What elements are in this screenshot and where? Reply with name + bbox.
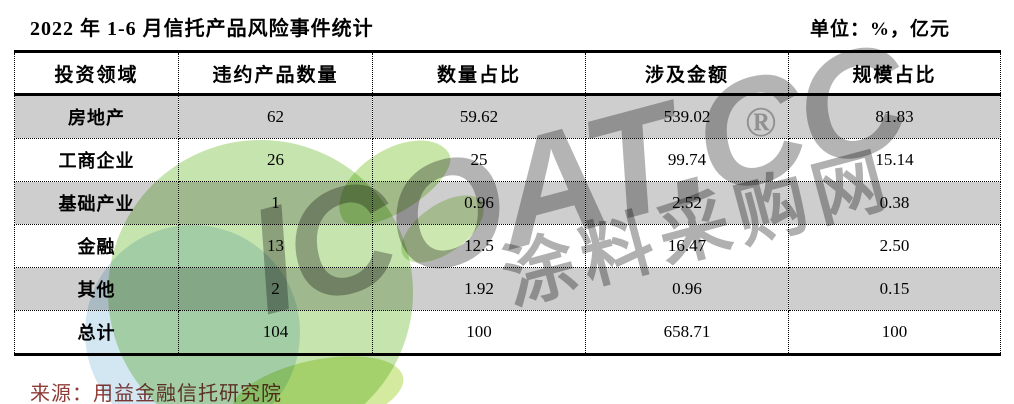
value-cell: 25 [372,138,586,182]
table-row: 基础产业 1 0.96 2.52 0.38 [14,181,1001,225]
table-row: 总计 104 100 658.71 100 [14,310,1001,355]
table-row: 房地产 62 59.62 539.02 81.83 [14,94,1001,139]
header-cell: 涉及金额 [585,51,789,96]
value-cell: 81.83 [788,94,1001,139]
header-cell: 违约产品数量 [178,51,373,96]
value-cell: 0.15 [788,267,1001,311]
value-cell: 2 [178,267,373,311]
source-caption: 来源：用益金融信托研究院 [30,383,282,404]
value-cell: 0.38 [788,181,1001,225]
row-label-cell: 基础产业 [14,181,179,225]
value-cell: 15.14 [788,138,1001,182]
row-label-cell: 金融 [14,224,179,268]
header-row: 投资领域 违约产品数量 数量占比 涉及金额 规模占比 [14,51,1001,96]
header-cell: 规模占比 [788,51,1001,96]
value-cell: 2.52 [585,181,789,225]
row-label-cell: 工商企业 [14,138,179,182]
value-cell: 0.96 [585,267,789,311]
unit-label: 单位：%，亿元 [809,19,950,40]
table-row: 工商企业 26 25 99.74 15.14 [14,138,1001,182]
page-title: 2022 年 1-6 月信托产品风险事件统计 [30,18,374,40]
value-cell: 62 [178,94,373,139]
value-cell: 2.50 [788,224,1001,268]
table-header: 投资领域 违约产品数量 数量占比 涉及金额 规模占比 [14,51,1001,96]
value-cell: 0.96 [372,181,586,225]
table-body: 房地产 62 59.62 539.02 81.83 工商企业 26 25 99.74 15.14 基… [14,94,1001,355]
row-label-cell: 房地产 [14,94,179,139]
value-cell: 539.02 [585,94,789,139]
value-cell: 99.74 [585,138,789,182]
value-cell: 26 [178,138,373,182]
value-cell: 1 [178,181,373,225]
row-label-cell: 其他 [14,267,179,311]
value-cell: 1.92 [372,267,586,311]
risk-stats-table: 投资领域 违约产品数量 数量占比 涉及金额 规模占比 房地产 62 59.62 539.02 8… [14,50,1001,356]
row-label-cell: 总计 [14,310,179,355]
value-cell: 12.5 [372,224,586,268]
table-row: 其他 2 1.92 0.96 0.15 [14,267,1001,311]
value-cell: 100 [788,310,1001,355]
value-cell: 104 [178,310,373,355]
header-cell: 投资领域 [14,51,179,96]
header-bar: 2022 年 1-6 月信托产品风险事件统计 单位：%，亿元 [0,0,1014,50]
table-row: 金融 13 12.5 16.47 2.50 [14,224,1001,268]
value-cell: 16.47 [585,224,789,268]
value-cell: 59.62 [372,94,586,139]
header-cell: 数量占比 [372,51,586,96]
value-cell: 658.71 [585,310,789,355]
value-cell: 13 [178,224,373,268]
value-cell: 100 [372,310,586,355]
